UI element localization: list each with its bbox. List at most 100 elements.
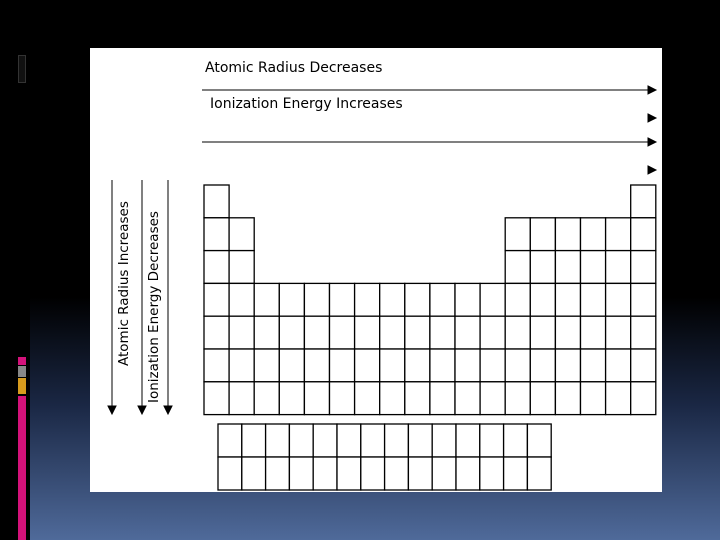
f-block-cell [241,423,267,458]
element-cell [554,217,582,252]
f-block-cell [312,456,338,491]
arrowhead-atomic-radius-decreases [647,85,658,95]
element-cell [504,315,531,350]
f-block-cell [479,456,505,491]
element-cell [228,282,255,317]
element-cell [529,348,557,383]
element-cell [630,217,657,252]
element-cell [203,282,230,317]
element-cell [353,381,381,416]
accent-block-dark [18,55,26,83]
element-cell [429,348,456,383]
element-cell [379,282,406,317]
element-cell [604,381,632,416]
element-cell [479,315,506,350]
element-cell [404,315,431,350]
element-cell [303,282,331,317]
element-cell [379,381,406,416]
f-block-cell [264,456,291,491]
element-cell [203,249,230,285]
element-cell [604,249,632,285]
element-cell [253,315,280,350]
element-cell [203,348,230,383]
f-block-cell [383,456,410,491]
element-cell [504,348,531,383]
element-cell [328,282,356,317]
element-cell [579,381,607,416]
element-cell [554,282,582,317]
element-cell [504,282,531,317]
slide: Atomic Radius Decreases Ionization Energ… [90,48,662,492]
element-cell [303,315,331,350]
element-cell [479,348,506,383]
f-block-cell [217,456,243,491]
element-cell [604,315,632,350]
element-cell [554,348,582,383]
f-block-cell [479,423,505,458]
element-cell [404,282,431,317]
element-cell [228,315,255,350]
f-block-cell [264,423,291,458]
element-cell [529,217,557,252]
element-cell [404,348,431,383]
element-cell [253,348,280,383]
accent-block-gray [18,366,26,377]
element-cell [630,348,657,383]
element-cell [303,381,331,416]
arrowhead-small [647,165,658,175]
element-cell [479,282,506,317]
periodic-table-cells [203,184,657,491]
accent-block-pink-1 [18,357,26,365]
f-block-cell [288,456,314,491]
f-block-cell [217,423,243,458]
element-cell [203,217,230,252]
element-cell [228,381,255,416]
element-cell [278,348,306,383]
element-cell [328,315,356,350]
element-cell [579,348,607,383]
element-cell [604,217,632,252]
element-cell [529,282,557,317]
element-cell [379,348,406,383]
element-cell [278,282,306,317]
element-cell [228,348,255,383]
element-cell [479,381,506,416]
element-cell [504,381,531,416]
element-cell [228,217,255,252]
element-cell [579,282,607,317]
element-cell [353,348,381,383]
element-cell [454,348,481,383]
f-block-cell [431,423,457,458]
element-cell [353,282,381,317]
arrowhead-atomic-radius-increases [107,405,117,416]
element-cell [353,315,381,350]
element-cell [454,315,481,350]
element-cell [630,184,657,219]
atomic-radius-decreases-label: Atomic Radius Decreases [205,60,383,76]
f-block-cell [431,456,457,491]
accent-block-gold [18,378,26,394]
element-cell [630,315,657,350]
element-cell [529,249,557,285]
arrows [107,85,658,416]
f-block-cell [455,423,481,458]
element-cell [253,282,280,317]
accent-block-pink-2 [18,396,26,540]
element-cell [328,381,356,416]
ionization-energy-increases-label: Ionization Energy Increases [210,96,403,112]
f-block-cell [407,456,433,491]
element-cell [203,184,230,219]
element-cell [504,217,531,252]
f-block-cell [360,456,386,491]
element-cell [429,282,456,317]
f-block-cell [383,423,410,458]
f-block-cell [336,423,362,458]
f-block-cell [502,456,529,491]
element-cell [554,315,582,350]
element-cell [429,315,456,350]
element-cell [504,249,531,285]
element-cell [529,315,557,350]
f-block-cell [502,423,529,458]
element-cell [278,381,306,416]
arrowhead-vertical-third [163,405,173,416]
